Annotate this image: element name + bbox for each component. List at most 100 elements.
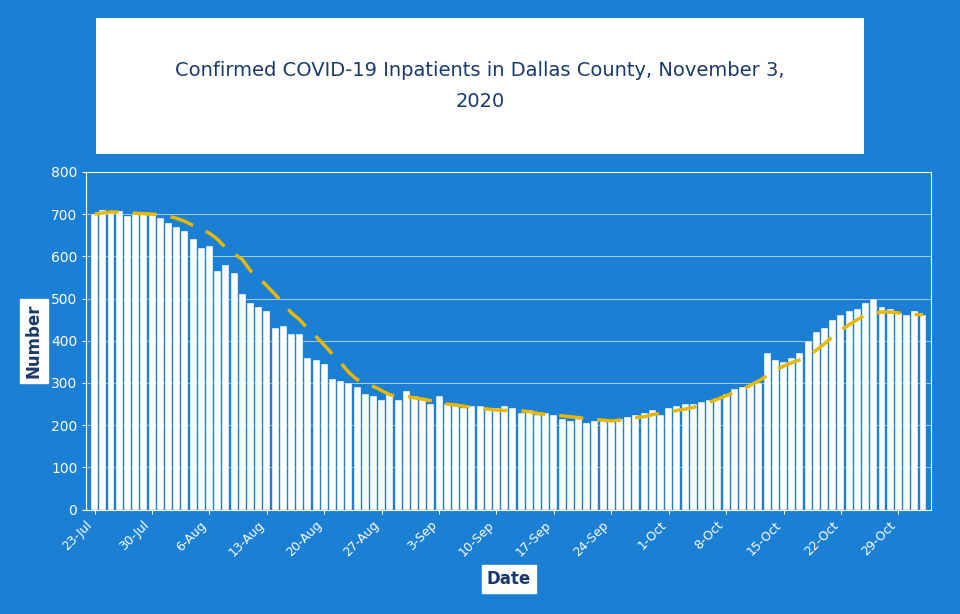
Bar bbox=[156, 219, 164, 510]
Bar bbox=[788, 357, 795, 510]
Bar bbox=[411, 395, 418, 510]
Bar bbox=[206, 246, 213, 510]
Bar bbox=[600, 421, 607, 510]
Bar bbox=[550, 414, 558, 510]
Bar bbox=[584, 423, 590, 510]
Bar bbox=[436, 395, 443, 510]
Bar bbox=[501, 406, 508, 510]
Bar bbox=[853, 309, 861, 510]
Bar bbox=[862, 303, 869, 510]
Bar bbox=[837, 316, 845, 510]
Bar bbox=[452, 406, 459, 510]
Bar bbox=[149, 214, 156, 510]
Bar bbox=[657, 414, 664, 510]
Bar bbox=[263, 311, 271, 510]
Bar bbox=[230, 273, 237, 510]
Bar bbox=[640, 413, 648, 510]
Bar bbox=[91, 214, 98, 510]
Bar bbox=[665, 408, 672, 510]
Bar bbox=[239, 294, 246, 510]
Bar bbox=[723, 394, 730, 510]
Bar bbox=[108, 212, 114, 510]
Bar bbox=[337, 381, 344, 510]
Bar bbox=[821, 328, 828, 510]
Bar bbox=[714, 398, 721, 510]
Text: Confirmed COVID-19 Inpatients in Dallas County, November 3,
2020: Confirmed COVID-19 Inpatients in Dallas … bbox=[176, 61, 784, 111]
Bar bbox=[920, 316, 926, 510]
Bar bbox=[468, 406, 475, 510]
Bar bbox=[493, 408, 500, 510]
Bar bbox=[797, 354, 804, 510]
Bar bbox=[386, 394, 394, 510]
Bar bbox=[124, 216, 131, 510]
Bar bbox=[362, 394, 369, 510]
Bar bbox=[772, 360, 779, 510]
Bar bbox=[247, 303, 254, 510]
Bar bbox=[739, 387, 746, 510]
Bar bbox=[903, 316, 910, 510]
Bar bbox=[633, 414, 639, 510]
Bar bbox=[370, 395, 377, 510]
Bar bbox=[181, 231, 188, 510]
Bar bbox=[116, 211, 123, 510]
Bar bbox=[517, 413, 524, 510]
Bar bbox=[165, 222, 172, 510]
Bar bbox=[395, 400, 401, 510]
Bar bbox=[444, 404, 451, 510]
Bar bbox=[698, 402, 705, 510]
Bar bbox=[476, 406, 484, 510]
Y-axis label: Number: Number bbox=[25, 303, 42, 378]
Bar bbox=[214, 271, 221, 510]
Bar bbox=[846, 311, 852, 510]
Bar bbox=[403, 392, 410, 510]
Bar bbox=[887, 309, 894, 510]
Bar bbox=[173, 227, 180, 510]
Bar bbox=[731, 389, 738, 510]
Bar bbox=[132, 214, 139, 510]
Bar bbox=[756, 383, 762, 510]
Bar bbox=[526, 410, 533, 510]
Bar bbox=[780, 362, 787, 510]
Bar bbox=[829, 320, 836, 510]
Bar bbox=[321, 364, 327, 510]
Bar bbox=[575, 419, 582, 510]
Bar bbox=[198, 248, 204, 510]
Bar bbox=[313, 360, 320, 510]
Bar bbox=[427, 404, 434, 510]
Bar bbox=[763, 354, 771, 510]
Bar bbox=[272, 328, 278, 510]
Bar bbox=[616, 419, 623, 510]
Bar bbox=[255, 307, 262, 510]
Bar bbox=[223, 265, 229, 510]
Bar bbox=[707, 400, 713, 510]
Bar bbox=[566, 421, 574, 510]
Bar bbox=[542, 413, 549, 510]
Bar bbox=[378, 400, 385, 510]
Bar bbox=[871, 298, 877, 510]
Bar bbox=[99, 210, 107, 510]
Bar bbox=[510, 408, 516, 510]
Bar bbox=[288, 335, 295, 510]
Bar bbox=[804, 341, 811, 510]
Bar bbox=[878, 307, 885, 510]
Bar bbox=[747, 385, 755, 510]
Bar bbox=[682, 404, 688, 510]
Bar bbox=[304, 357, 311, 510]
Bar bbox=[329, 379, 336, 510]
Bar bbox=[649, 410, 656, 510]
Bar bbox=[279, 326, 287, 510]
Bar bbox=[140, 214, 147, 510]
Bar bbox=[346, 383, 352, 510]
Bar bbox=[674, 406, 681, 510]
Bar bbox=[460, 408, 468, 510]
Bar bbox=[911, 311, 919, 510]
Bar bbox=[189, 239, 197, 510]
X-axis label: Date: Date bbox=[487, 570, 531, 588]
Bar bbox=[624, 417, 632, 510]
Bar bbox=[813, 332, 820, 510]
Bar bbox=[895, 313, 901, 510]
Bar bbox=[559, 419, 565, 510]
Bar bbox=[608, 421, 614, 510]
Bar bbox=[591, 421, 598, 510]
Bar bbox=[534, 414, 541, 510]
